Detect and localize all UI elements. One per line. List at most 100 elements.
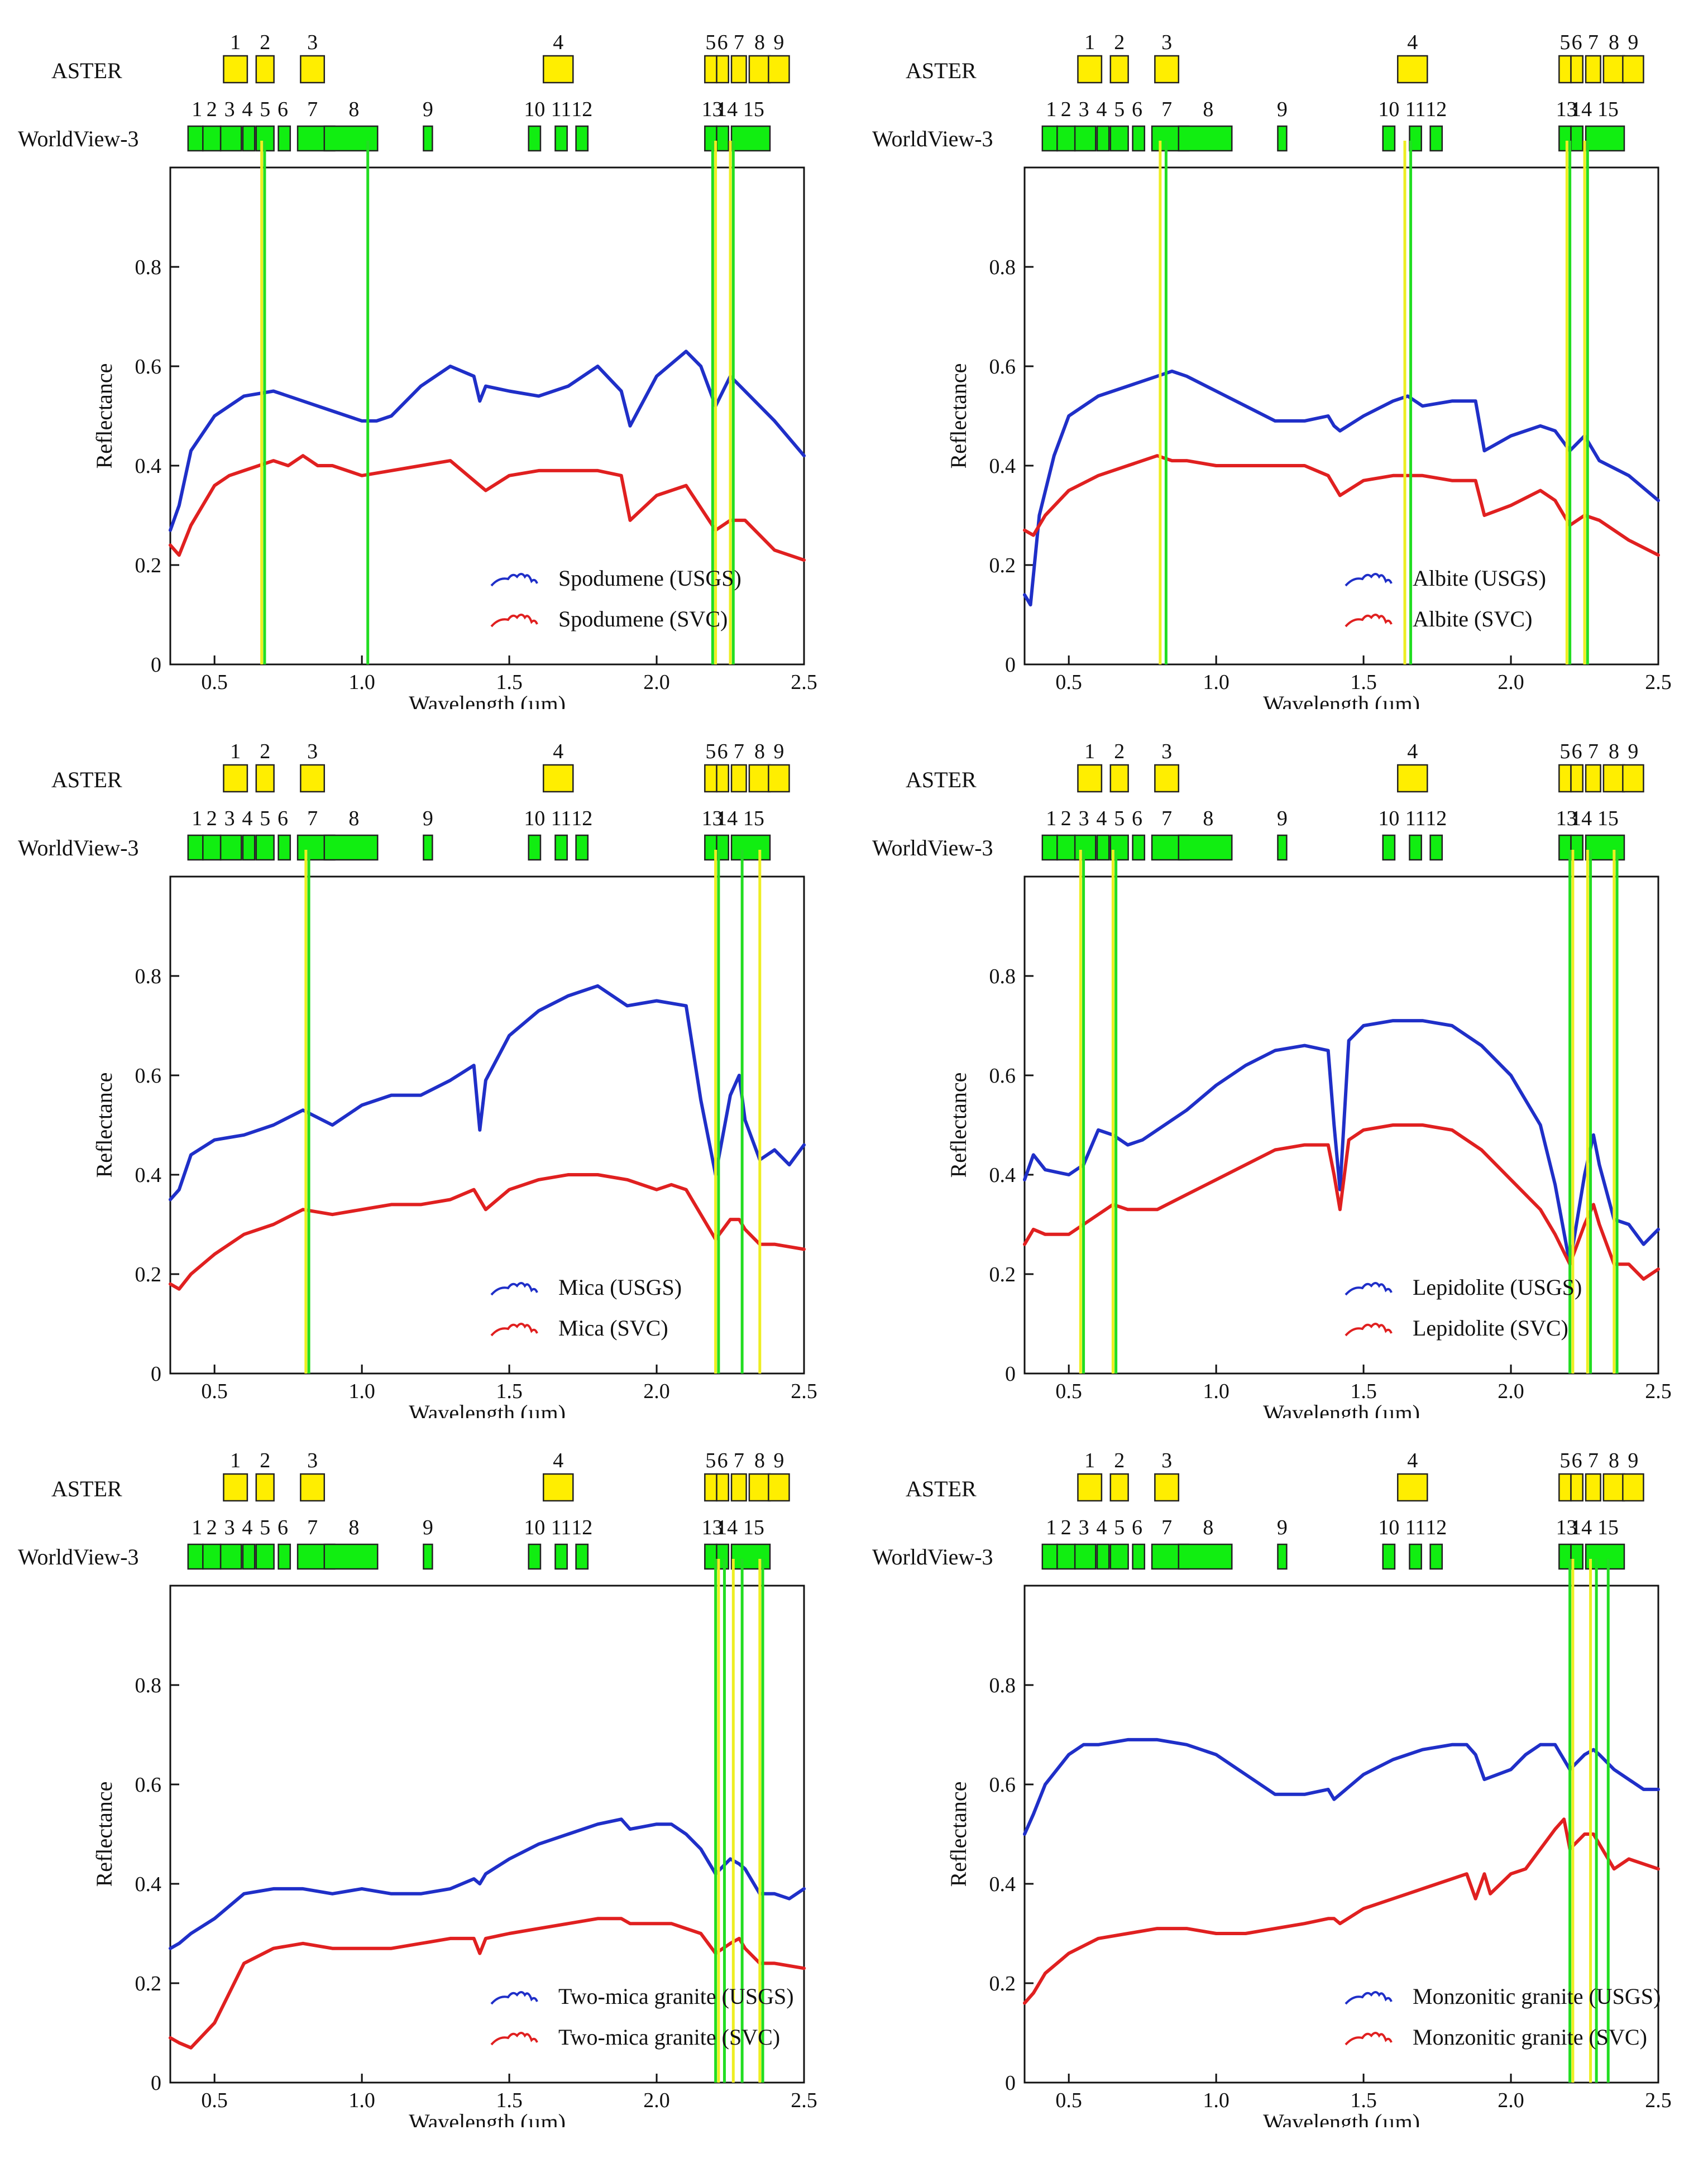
wv3-band-label: 15: [1597, 1516, 1619, 1539]
aster-band-7: [730, 764, 747, 793]
x-tick-label: 1.0: [348, 1380, 375, 1403]
y-tick-label: 0.2: [989, 1263, 1016, 1286]
y-axis-label: Reflectance: [92, 1073, 117, 1178]
aster-band-label: 2: [1114, 1449, 1125, 1472]
legend-swatch-svc: [1345, 614, 1393, 628]
y-tick-label: 0.6: [135, 1773, 162, 1797]
aster-band-3: [300, 55, 326, 84]
aster-band-label: 4: [553, 31, 563, 54]
wv3-band-15: [730, 125, 771, 152]
wv3-band-label: 7: [1161, 98, 1172, 121]
wv3-band-label: 14: [1571, 807, 1592, 830]
aster-band-label: 4: [1407, 740, 1418, 763]
wv3-band-2: [1056, 1543, 1076, 1570]
aster-band-label: 4: [553, 740, 563, 763]
series-usgs-line: [169, 984, 806, 1202]
wv3-band-label: 8: [348, 1516, 359, 1539]
aster-band-label: 2: [260, 1449, 270, 1472]
wv3-band-label: 15: [1597, 807, 1619, 830]
aster-band-label: 1: [230, 31, 241, 54]
aster-band-3: [1154, 764, 1180, 793]
worldview3-label: WorldView-3: [18, 126, 139, 151]
wv3-band-6: [278, 1543, 291, 1570]
x-axis-label: Wavelength (µm): [409, 1400, 566, 1418]
wv3-band-label: 1: [1046, 807, 1056, 830]
wv3-band-label: 9: [423, 807, 433, 830]
wv3-band-1: [1041, 834, 1058, 861]
aster-band-7: [730, 1473, 747, 1502]
series-usgs-line: [169, 1817, 806, 1950]
wv3-band-6: [1132, 834, 1146, 861]
wv3-band-label: 12: [1425, 807, 1447, 830]
aster-band-label: 5: [1559, 1449, 1570, 1472]
wv3-band-label: 15: [743, 98, 764, 121]
wv3-band-1: [1041, 1543, 1058, 1570]
aster-band-label: 7: [1588, 740, 1599, 763]
aster-band-6: [1570, 55, 1584, 84]
legend-label-svc: Two-mica granite (SVC): [558, 2025, 780, 2050]
aster-band-4: [543, 55, 574, 84]
x-tick-label: 2.0: [643, 671, 670, 694]
aster-band-label: 9: [1628, 1449, 1638, 1472]
wv3-band-label: 2: [1061, 807, 1071, 830]
wv3-band-label: 14: [1571, 98, 1592, 121]
wv3-band-label: 12: [1425, 1516, 1447, 1539]
wv3-band-10: [1382, 834, 1396, 861]
y-tick-label: 0.4: [989, 1873, 1016, 1896]
x-tick-label: 0.5: [1055, 1380, 1082, 1403]
legend-swatch-svc: [490, 614, 538, 628]
wv3-band-label: 2: [207, 98, 217, 121]
wv3-band-3: [1074, 125, 1097, 152]
y-tick-label: 0.4: [135, 1873, 162, 1896]
wv3-band-label: 9: [423, 1516, 433, 1539]
aster-band-label: 5: [705, 740, 716, 763]
x-tick-label: 2.0: [1498, 1380, 1524, 1403]
wv3-band-label: 13: [702, 807, 723, 830]
wv3-band-label: 11: [551, 1516, 572, 1539]
wv3-band-label: 6: [1132, 98, 1142, 121]
aster-band-label: 6: [1572, 31, 1582, 54]
wv3-band-4: [1096, 125, 1110, 152]
wv3-band-label: 14: [716, 98, 738, 121]
wv3-band-label: 9: [423, 98, 433, 121]
aster-band-2: [255, 55, 275, 84]
legend-swatch-svc: [1345, 1323, 1393, 1337]
legend-label-svc: Spodumene (SVC): [558, 606, 728, 631]
x-tick-label: 2.0: [643, 1380, 670, 1403]
legend-swatch-usgs: [490, 1991, 538, 2005]
wv3-band-label: 12: [571, 98, 592, 121]
panel-spodumene: ASTER WorldView-3 1 2 3 4 5 6 7 8 9 1 2 3 4 5 6 7 8 9 10 11 12…: [0, 0, 854, 716]
x-tick-label: 2.0: [643, 2089, 670, 2112]
wv3-band-label: 4: [1096, 98, 1107, 121]
wv3-band-label: 1: [192, 98, 202, 121]
aster-band-7: [730, 55, 747, 84]
wv3-band-label: 2: [207, 807, 217, 830]
wv3-band-1: [187, 125, 204, 152]
wv3-band-4: [1096, 834, 1110, 861]
aster-band-5: [1558, 1473, 1572, 1502]
series-svc-line: [1023, 1817, 1660, 2005]
legend-swatch-usgs: [490, 1282, 538, 1296]
aster-band-label: 4: [1407, 31, 1418, 54]
wv3-band-6: [1132, 125, 1146, 152]
plot-frame: [169, 1585, 805, 2084]
wv3-band-2: [1056, 834, 1076, 861]
y-tick-label: 0.8: [989, 1674, 1016, 1697]
aster-band-8: [748, 1473, 771, 1502]
aster-band-label: 3: [1161, 1449, 1172, 1472]
wv3-band-label: 14: [716, 1516, 738, 1539]
legend-swatch-svc: [490, 2032, 538, 2046]
aster-band-2: [1109, 1473, 1129, 1502]
wv3-band-12: [1429, 125, 1443, 152]
series-svc-line: [169, 454, 806, 562]
y-tick-label: 0.4: [135, 1164, 162, 1187]
wv3-band-label: 1: [192, 1516, 202, 1539]
y-tick-label: 0.8: [135, 1674, 162, 1697]
aster-band-9: [768, 764, 790, 793]
y-tick-label: 0.8: [989, 256, 1016, 279]
wv3-band-4: [242, 125, 256, 152]
aster-band-4: [1397, 764, 1428, 793]
